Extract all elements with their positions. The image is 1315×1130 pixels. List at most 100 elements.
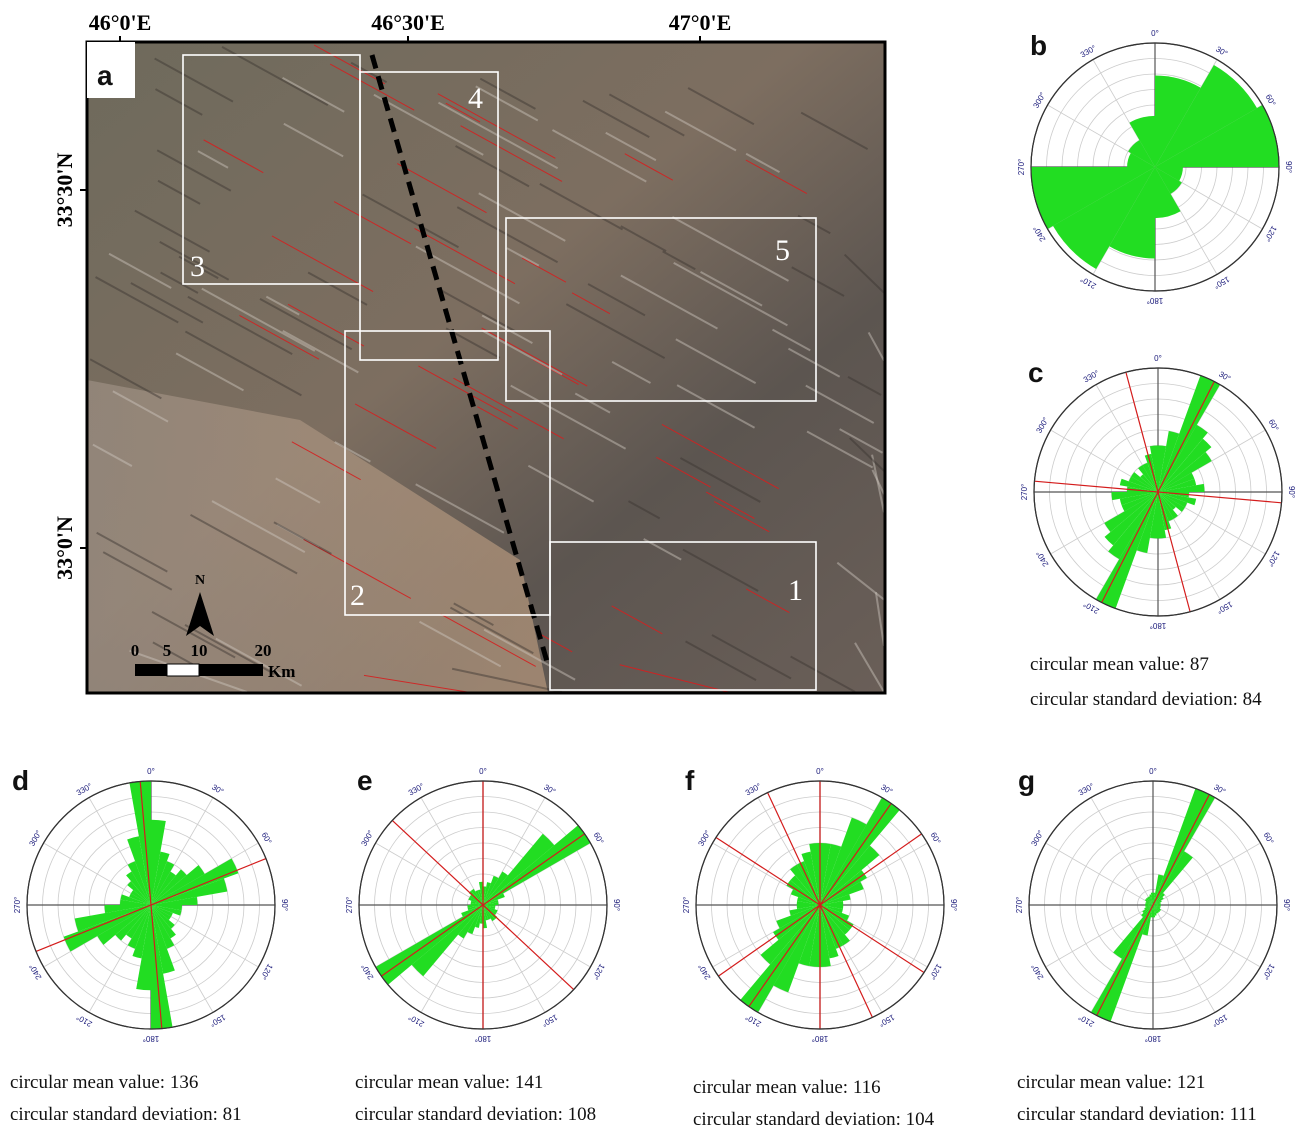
angle-label: 90° bbox=[1284, 161, 1293, 173]
angle-label: 180° bbox=[1150, 621, 1167, 630]
angle-label: 240° bbox=[1029, 962, 1045, 981]
angle-label: 180° bbox=[143, 1034, 160, 1043]
angle-label: 150° bbox=[540, 1012, 559, 1028]
stat-text: circular mean value: 87 bbox=[1030, 654, 1209, 675]
panel-label: a bbox=[97, 60, 113, 91]
angle-label: 210° bbox=[75, 1012, 94, 1028]
box-label: 1 bbox=[788, 574, 803, 607]
panel-label: f bbox=[685, 765, 695, 796]
angle-label: 90° bbox=[280, 899, 289, 911]
angle-label: 60° bbox=[592, 831, 606, 846]
angle-label: 150° bbox=[1212, 274, 1231, 290]
angle-label: 240° bbox=[1031, 224, 1047, 243]
angle-label: 210° bbox=[1077, 1012, 1096, 1028]
angle-label: 240° bbox=[696, 962, 712, 981]
angle-label: 150° bbox=[877, 1012, 896, 1028]
stat-text: circular standard deviation: 81 bbox=[10, 1104, 242, 1125]
angle-label: 270° bbox=[1017, 159, 1026, 176]
panel-label: c bbox=[1028, 357, 1044, 388]
angle-label: 180° bbox=[812, 1034, 829, 1043]
rose-diagram: 0°30°60°90°120°150°180°210°240°270°300°3… bbox=[345, 765, 621, 1125]
angle-label: 180° bbox=[1147, 296, 1164, 305]
angle-label: 60° bbox=[260, 831, 274, 846]
angle-label: 60° bbox=[929, 831, 943, 846]
angle-label: 30° bbox=[542, 783, 557, 797]
stat-text: circular mean value: 136 bbox=[10, 1072, 198, 1093]
angle-label: 120° bbox=[1260, 962, 1276, 981]
scale-label: 5 bbox=[163, 641, 172, 660]
angle-label: 300° bbox=[1034, 416, 1050, 435]
angle-label: 30° bbox=[879, 783, 894, 797]
angle-label: 150° bbox=[1215, 599, 1234, 615]
angle-label: 330° bbox=[1082, 368, 1101, 384]
lon-label: 46°30'E bbox=[371, 10, 445, 35]
box-label: 5 bbox=[775, 234, 790, 267]
stat-text: circular mean value: 116 bbox=[693, 1077, 881, 1098]
angle-label: 300° bbox=[1031, 91, 1047, 110]
angle-label: 60° bbox=[1262, 831, 1276, 846]
panel-label: d bbox=[12, 765, 29, 796]
angle-label: 30° bbox=[1212, 783, 1227, 797]
north-label: N bbox=[195, 573, 205, 588]
angle-label: 270° bbox=[345, 897, 354, 914]
angle-label: 120° bbox=[1262, 224, 1278, 243]
angle-label: 60° bbox=[1264, 93, 1278, 108]
angle-label: 30° bbox=[1217, 370, 1232, 384]
scale-unit: Km bbox=[268, 662, 295, 681]
angle-label: 210° bbox=[407, 1012, 426, 1028]
angle-label: 210° bbox=[744, 1012, 763, 1028]
scale-label: 0 bbox=[131, 641, 140, 660]
angle-label: 0° bbox=[479, 767, 487, 776]
angle-label: 0° bbox=[1151, 29, 1159, 38]
rose-diagram: 0°30°60°90°120°150°180°210°240°270°300°3… bbox=[10, 765, 289, 1125]
stat-text: circular standard deviation: 104 bbox=[693, 1109, 935, 1130]
panel-label: e bbox=[357, 765, 373, 796]
angle-label: 300° bbox=[1029, 829, 1045, 848]
angle-label: 30° bbox=[1214, 45, 1229, 59]
lat-label: 33°30'N bbox=[52, 152, 77, 227]
angle-label: 240° bbox=[27, 962, 43, 981]
angle-label: 120° bbox=[258, 962, 274, 981]
angle-label: 300° bbox=[696, 829, 712, 848]
angle-label: 210° bbox=[1079, 274, 1098, 290]
rose-diagram: 0°30°60°90°120°150°180°210°240°270°300°3… bbox=[682, 765, 958, 1130]
angle-label: 300° bbox=[27, 829, 43, 848]
rose-diagram: 0°30°60°90°120°150°180°210°240°270°300°3… bbox=[1015, 765, 1291, 1125]
stat-text: circular mean value: 141 bbox=[355, 1072, 543, 1093]
angle-label: 90° bbox=[949, 899, 958, 911]
box-label: 4 bbox=[468, 82, 483, 115]
stat-text: circular standard deviation: 111 bbox=[1017, 1104, 1257, 1125]
angle-label: 0° bbox=[816, 767, 824, 776]
angle-label: 0° bbox=[147, 767, 155, 776]
angle-label: 180° bbox=[475, 1034, 492, 1043]
figure: 1 2 3 4 5 a 46°0'E 46°30'E 47°0'E 33°30'… bbox=[0, 0, 1315, 1130]
angle-label: 270° bbox=[682, 897, 691, 914]
angle-label: 330° bbox=[744, 781, 763, 797]
box-label: 3 bbox=[190, 250, 205, 283]
scale-bar bbox=[135, 664, 263, 676]
rose-diagram: 0°30°60°90°120°150°180°210°240°270°300°3… bbox=[1020, 354, 1296, 710]
panel-label: b bbox=[1030, 30, 1047, 61]
scale-segment bbox=[199, 664, 263, 676]
angle-label: 180° bbox=[1145, 1034, 1162, 1043]
angle-label: 270° bbox=[13, 897, 22, 914]
panel-label: g bbox=[1018, 765, 1035, 796]
stat-text: circular standard deviation: 108 bbox=[355, 1104, 596, 1125]
angle-label: 60° bbox=[1267, 418, 1281, 433]
scale-segment bbox=[167, 664, 199, 676]
angle-label: 330° bbox=[1079, 43, 1098, 59]
angle-label: 270° bbox=[1015, 897, 1024, 914]
scale-label: 20 bbox=[255, 641, 272, 660]
angle-label: 150° bbox=[208, 1012, 227, 1028]
angle-label: 90° bbox=[612, 899, 621, 911]
angle-label: 240° bbox=[1034, 549, 1050, 568]
angle-label: 120° bbox=[590, 962, 606, 981]
scale-label: 10 bbox=[191, 641, 208, 660]
angle-label: 240° bbox=[359, 962, 375, 981]
angle-label: 0° bbox=[1149, 767, 1157, 776]
stat-text: circular standard deviation: 84 bbox=[1030, 689, 1262, 710]
lon-label: 46°0'E bbox=[89, 10, 152, 35]
angle-label: 330° bbox=[407, 781, 426, 797]
angle-label: 150° bbox=[1210, 1012, 1229, 1028]
stat-text: circular mean value: 121 bbox=[1017, 1072, 1205, 1093]
